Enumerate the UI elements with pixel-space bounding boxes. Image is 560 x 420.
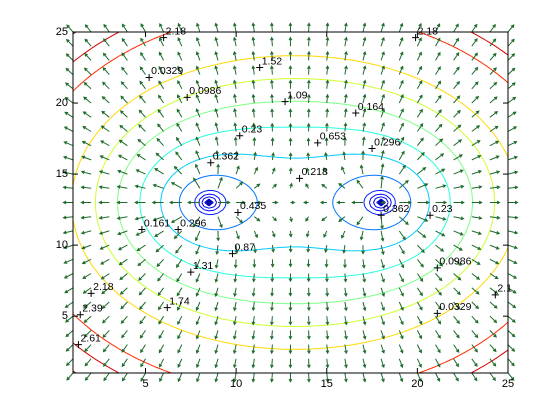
contour-line xyxy=(117,100,473,305)
label-marker xyxy=(377,211,385,219)
x-tick-label: 5 xyxy=(142,378,148,390)
label-marker xyxy=(160,34,168,42)
contour-label: 1.74 xyxy=(169,295,190,307)
label-marker xyxy=(76,311,84,319)
label-marker xyxy=(145,73,153,81)
contour-label: 0.164 xyxy=(358,101,384,113)
contour-label: 0.0329 xyxy=(151,65,183,77)
label-marker xyxy=(433,264,441,272)
label-marker xyxy=(368,145,376,153)
contour-line xyxy=(160,153,430,252)
label-marker xyxy=(281,98,289,106)
label-marker xyxy=(236,132,244,140)
label-marker xyxy=(314,139,322,147)
label-marker xyxy=(138,225,146,233)
contour-label: 0.0986 xyxy=(439,256,471,268)
contour-line xyxy=(201,196,389,209)
contour-line xyxy=(194,189,396,216)
label-marker xyxy=(174,225,182,233)
contour-label: 0.23 xyxy=(432,203,453,215)
x-tick-label: 15 xyxy=(321,378,333,390)
contour-label: 1.09 xyxy=(287,89,308,101)
contour-label: 0.296 xyxy=(374,136,400,148)
x-tick-label: 10 xyxy=(230,378,242,390)
label-marker xyxy=(296,174,304,182)
x-tick-label: 20 xyxy=(411,378,423,390)
contour-label: 2.39 xyxy=(82,303,103,315)
contour-label: 0.0986 xyxy=(189,85,221,97)
label-marker xyxy=(207,159,215,167)
plot: 2.18 2.18 1.52 0.0329 0.0986 1.09 0.164 0.23 0.6… xyxy=(62,22,519,383)
y-tick-label: 20 xyxy=(56,97,68,109)
contour-label: 1.52 xyxy=(262,55,283,67)
contour-label: 2.1 xyxy=(497,283,512,295)
axes-box xyxy=(72,31,509,374)
contour-label: 0.87 xyxy=(235,241,256,253)
y-tick-label: 25 xyxy=(56,26,68,38)
contour-label: 1.31 xyxy=(193,260,214,272)
label-marker xyxy=(183,93,191,101)
contour-label: 0.161 xyxy=(144,217,170,229)
contour-line xyxy=(72,31,509,374)
contour-line xyxy=(206,200,384,205)
contour-line xyxy=(72,55,509,350)
label-marker xyxy=(412,34,420,42)
contour-label: 0.296 xyxy=(180,217,206,229)
y-tick-label: 15 xyxy=(56,168,68,180)
label-marker xyxy=(163,304,171,312)
contour-label: 0.218 xyxy=(302,166,328,178)
contour-label: 0.653 xyxy=(320,131,346,143)
contour-label: 0.362 xyxy=(213,150,239,162)
label-marker xyxy=(234,208,242,216)
contour-line xyxy=(198,193,392,212)
label-marker xyxy=(229,250,236,258)
contour-label: 0.435 xyxy=(240,200,266,212)
x-tick-label: 25 xyxy=(502,378,514,390)
label-marker xyxy=(87,289,95,297)
label-marker xyxy=(352,109,360,117)
contour-line xyxy=(94,78,496,327)
contour-label: 0.0329 xyxy=(439,301,471,313)
contour-label: 2.61 xyxy=(80,332,101,344)
y-tick-label: 5 xyxy=(62,310,68,322)
contour-label: 0.23 xyxy=(242,124,263,136)
y-tick-label: 10 xyxy=(56,239,68,251)
label-marker xyxy=(256,64,264,72)
label-marker xyxy=(491,291,499,299)
contour-label: 2.18 xyxy=(93,281,114,293)
contour-label: 0.362 xyxy=(383,203,409,215)
label-marker xyxy=(433,309,441,317)
label-marker xyxy=(74,341,82,349)
contour-line xyxy=(72,31,509,374)
contour-line xyxy=(204,198,386,207)
contour-label: 2.18 xyxy=(418,25,439,37)
contour-label: 2.18 xyxy=(166,25,187,37)
quiver xyxy=(62,22,519,383)
label-marker xyxy=(426,211,434,219)
label-marker xyxy=(187,268,195,276)
